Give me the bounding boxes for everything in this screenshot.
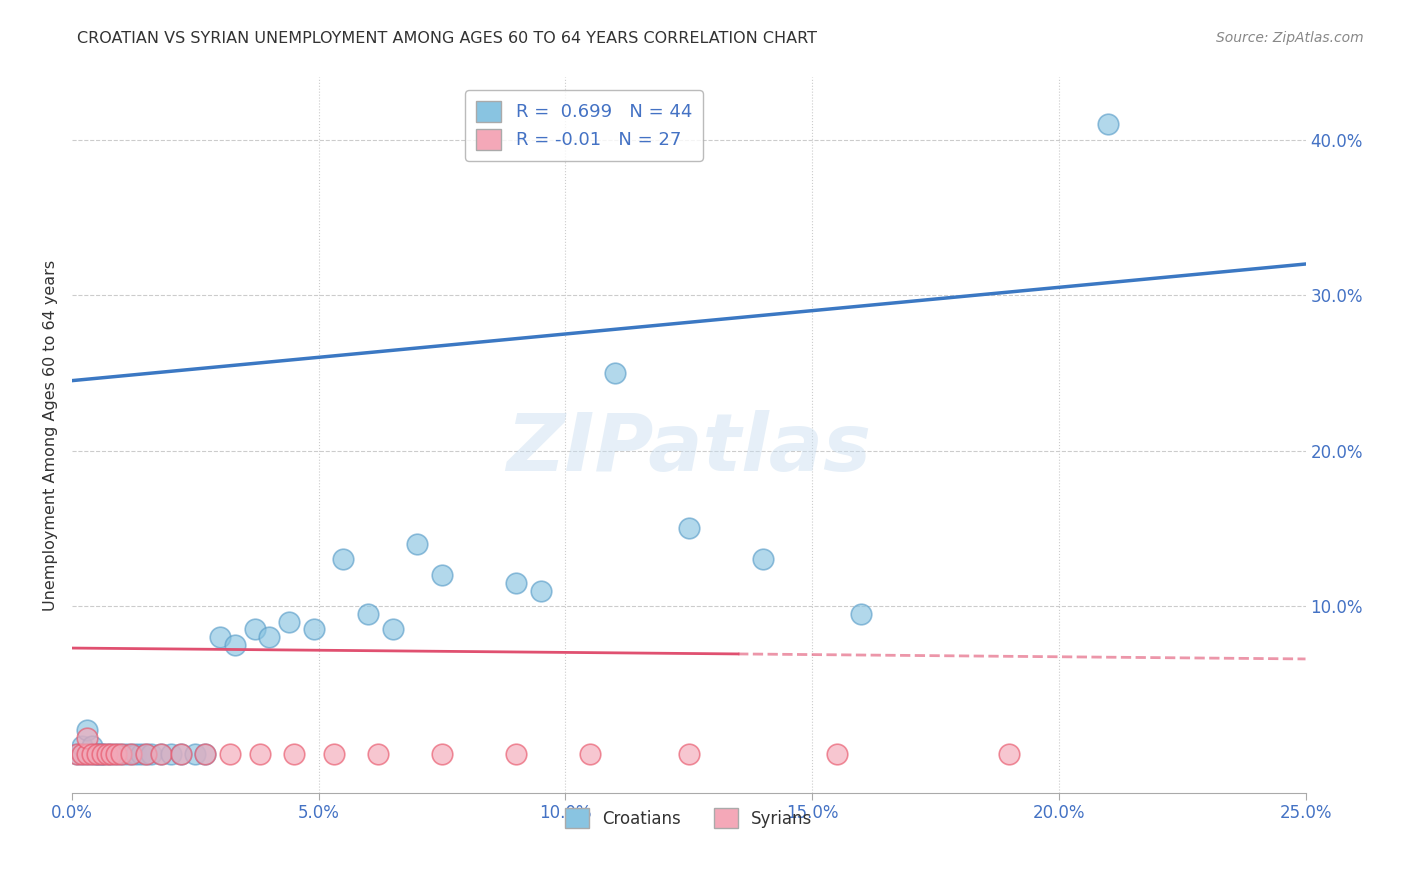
Point bbox=[120, 747, 142, 761]
Point bbox=[381, 623, 404, 637]
Point bbox=[125, 747, 148, 761]
Point bbox=[603, 366, 626, 380]
Point bbox=[86, 747, 108, 761]
Point bbox=[194, 747, 217, 761]
Point bbox=[100, 747, 122, 761]
Point bbox=[80, 747, 103, 761]
Point bbox=[110, 747, 132, 761]
Point bbox=[70, 739, 93, 753]
Point bbox=[825, 747, 848, 761]
Point bbox=[430, 568, 453, 582]
Point bbox=[76, 747, 98, 761]
Point bbox=[851, 607, 873, 621]
Point bbox=[110, 747, 132, 761]
Point bbox=[115, 747, 138, 761]
Point bbox=[86, 747, 108, 761]
Point bbox=[105, 747, 128, 761]
Point bbox=[169, 747, 191, 761]
Point bbox=[357, 607, 380, 621]
Point bbox=[96, 747, 118, 761]
Point bbox=[194, 747, 217, 761]
Y-axis label: Unemployment Among Ages 60 to 64 years: Unemployment Among Ages 60 to 64 years bbox=[44, 260, 58, 611]
Point bbox=[135, 747, 157, 761]
Point bbox=[998, 747, 1021, 761]
Point bbox=[505, 575, 527, 590]
Point bbox=[105, 747, 128, 761]
Point bbox=[76, 747, 98, 761]
Legend: Croatians, Syrians: Croatians, Syrians bbox=[558, 802, 818, 834]
Point bbox=[678, 521, 700, 535]
Point bbox=[66, 747, 89, 761]
Point bbox=[283, 747, 305, 761]
Point bbox=[322, 747, 344, 761]
Point bbox=[184, 747, 207, 761]
Point bbox=[505, 747, 527, 761]
Point bbox=[86, 747, 108, 761]
Point bbox=[219, 747, 242, 761]
Point bbox=[149, 747, 172, 761]
Point bbox=[278, 615, 301, 629]
Point bbox=[70, 747, 93, 761]
Point bbox=[100, 747, 122, 761]
Point bbox=[243, 623, 266, 637]
Point bbox=[530, 583, 553, 598]
Point bbox=[332, 552, 354, 566]
Point bbox=[406, 537, 429, 551]
Point bbox=[259, 630, 281, 644]
Point bbox=[90, 747, 112, 761]
Point bbox=[1097, 117, 1119, 131]
Point bbox=[129, 747, 152, 761]
Point bbox=[90, 747, 112, 761]
Text: ZIPatlas: ZIPatlas bbox=[506, 410, 872, 488]
Point bbox=[70, 747, 93, 761]
Point bbox=[579, 747, 602, 761]
Point bbox=[367, 747, 389, 761]
Point bbox=[96, 747, 118, 761]
Point bbox=[249, 747, 271, 761]
Point bbox=[430, 747, 453, 761]
Text: CROATIAN VS SYRIAN UNEMPLOYMENT AMONG AGES 60 TO 64 YEARS CORRELATION CHART: CROATIAN VS SYRIAN UNEMPLOYMENT AMONG AG… bbox=[77, 31, 817, 46]
Point bbox=[139, 747, 162, 761]
Point bbox=[80, 739, 103, 753]
Point bbox=[135, 747, 157, 761]
Point bbox=[80, 747, 103, 761]
Point bbox=[66, 747, 89, 761]
Point bbox=[224, 638, 246, 652]
Point bbox=[169, 747, 191, 761]
Point bbox=[208, 630, 231, 644]
Point bbox=[302, 623, 325, 637]
Point bbox=[76, 731, 98, 746]
Point bbox=[120, 747, 142, 761]
Text: Source: ZipAtlas.com: Source: ZipAtlas.com bbox=[1216, 31, 1364, 45]
Point bbox=[76, 723, 98, 738]
Point bbox=[752, 552, 775, 566]
Point bbox=[149, 747, 172, 761]
Point bbox=[90, 747, 112, 761]
Point bbox=[159, 747, 181, 761]
Point bbox=[678, 747, 700, 761]
